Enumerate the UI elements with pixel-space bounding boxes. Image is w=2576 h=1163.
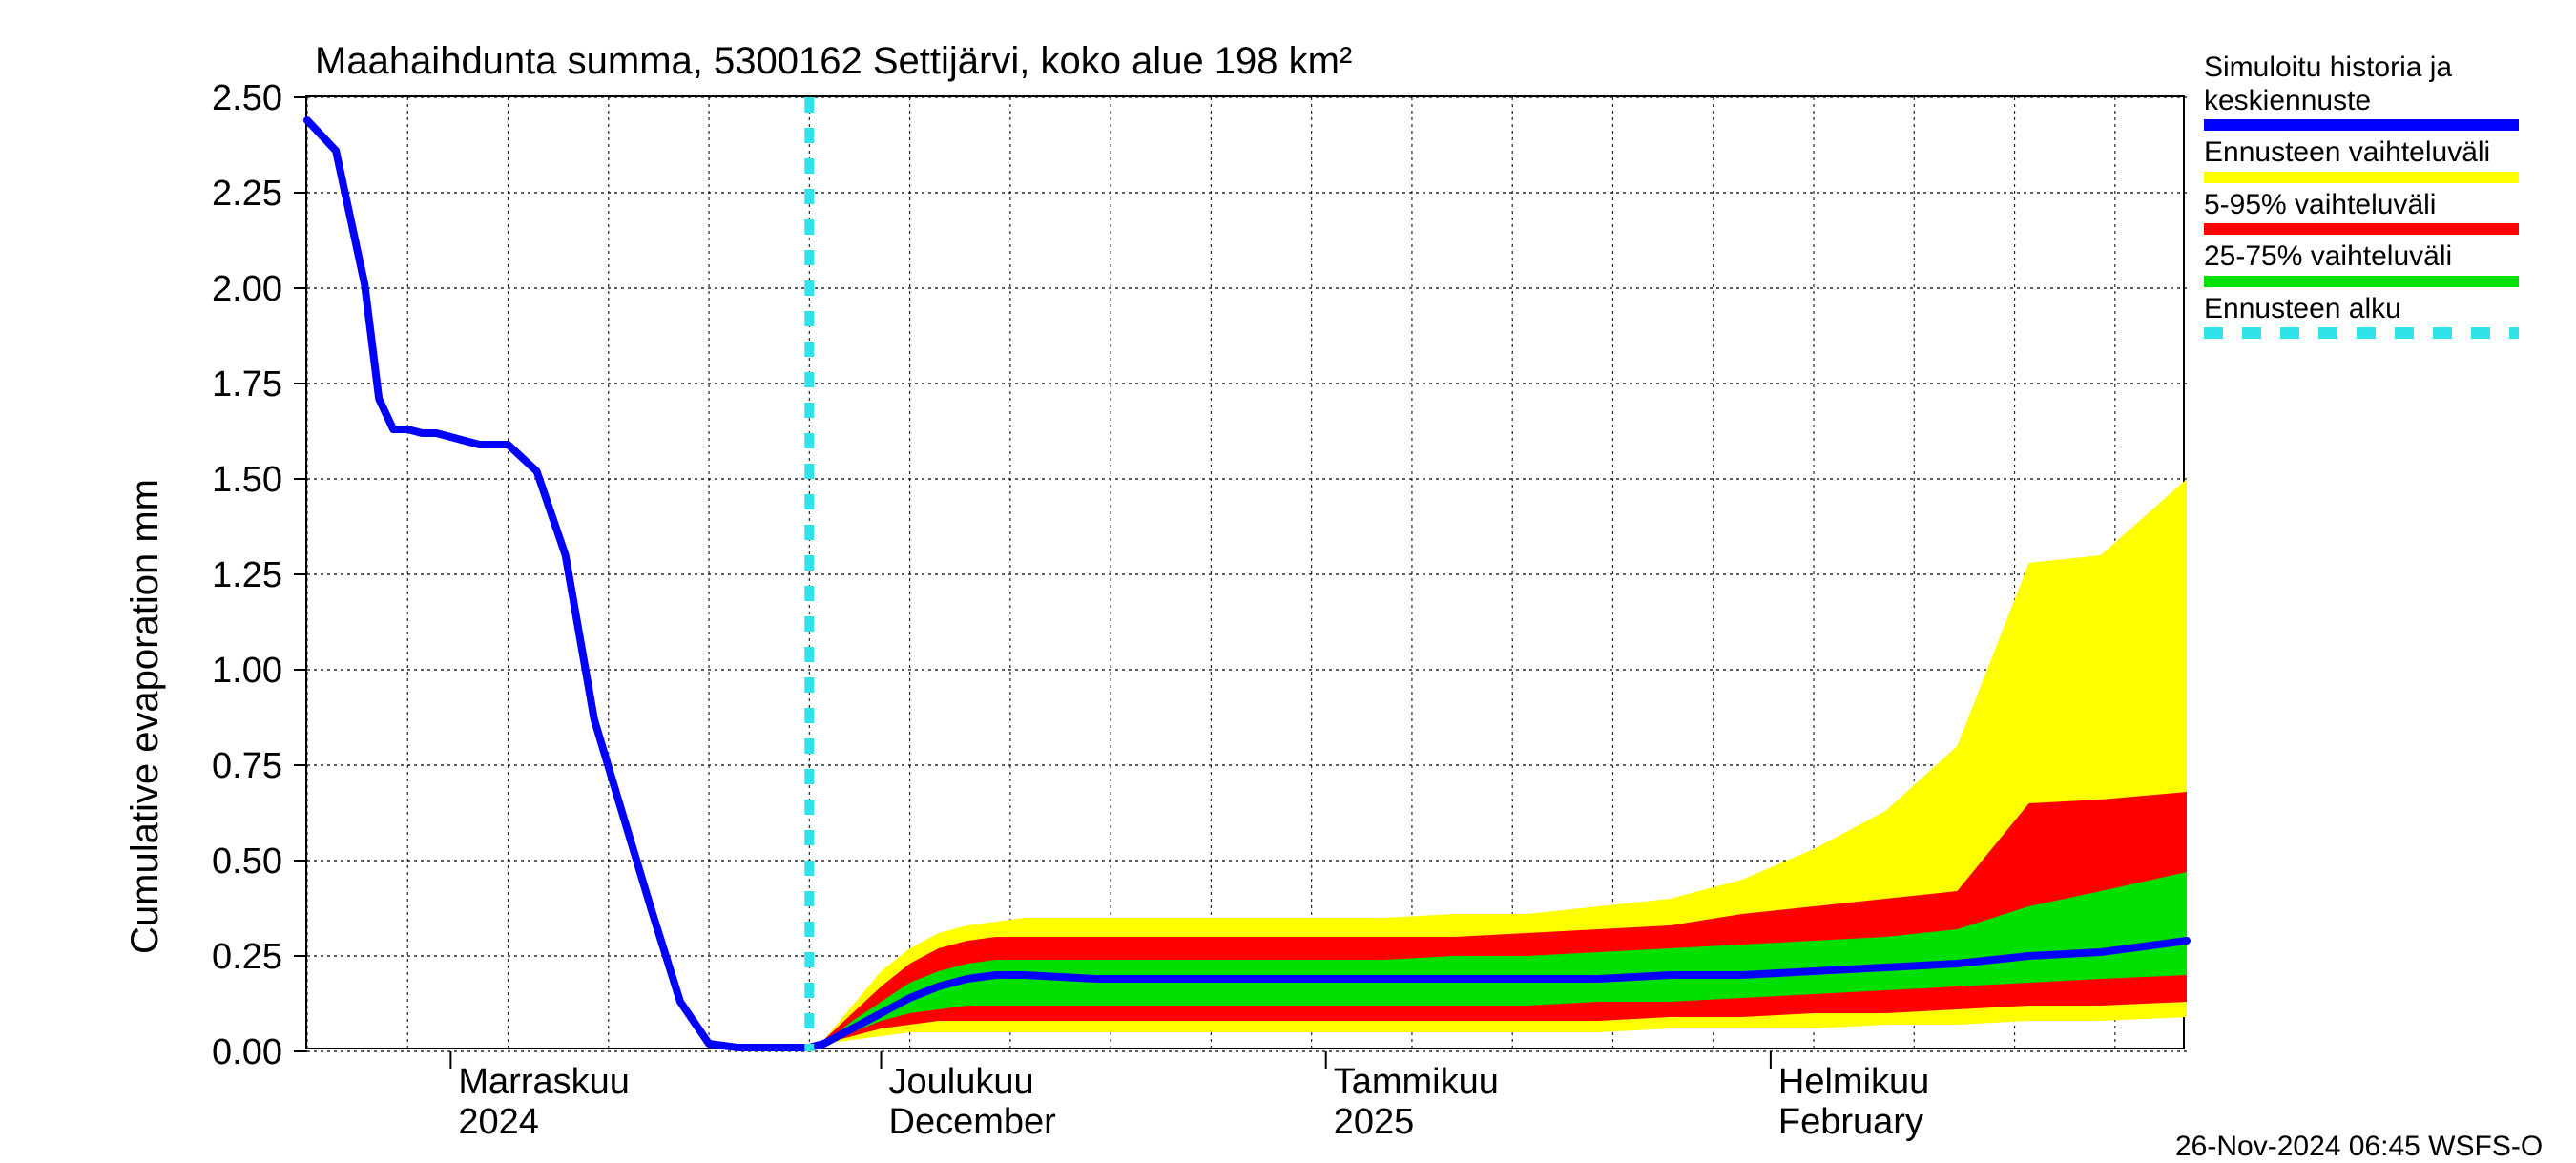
- plot-svg: 0.000.250.500.751.001.251.501.752.002.25…: [307, 97, 2187, 1051]
- legend-label: Ennusteen vaihteluväli: [2204, 136, 2519, 170]
- chart-title: Maahaihdunta summa, 5300162 Settijärvi, …: [315, 40, 1352, 83]
- y-tick-label: 1.50: [212, 460, 282, 500]
- y-tick-label: 1.00: [212, 651, 282, 691]
- y-tick-label: 0.75: [212, 746, 282, 786]
- y-tick-label: 2.00: [212, 269, 282, 309]
- x-month-sublabel: 2025: [1334, 1102, 1415, 1142]
- legend-label: Ennusteen alku: [2204, 293, 2519, 326]
- x-month-sublabel: 2024: [458, 1102, 539, 1142]
- legend-item: 5-95% vaihteluväli: [2204, 189, 2519, 236]
- chart-footer: 26-Nov-2024 06:45 WSFS-O: [2175, 1131, 2543, 1163]
- x-month-sublabel: February: [1778, 1102, 1923, 1142]
- y-axis: 0.00 0.25 0.50 0.75 1.00 1.25 1.50 1.75 2.00 2.25…: [212, 78, 307, 1072]
- y-axis-label: Cumulative evaporation mm: [124, 479, 167, 954]
- chart-root: Maahaihdunta summa, 5300162 Settijärvi, …: [0, 0, 2576, 1145]
- x-axis: Marraskuu2024 JoulukuuDecember Tammikuu202…: [450, 1051, 1929, 1142]
- x-month-sublabel: December: [889, 1102, 1057, 1142]
- legend-item: 25-75% vaihteluväli: [2204, 240, 2519, 287]
- legend-label: 25-75% vaihteluväli: [2204, 240, 2519, 274]
- x-month-label: Tammikuu: [1334, 1062, 1499, 1102]
- y-tick-label: 0.00: [212, 1032, 282, 1072]
- x-month-label: Marraskuu: [458, 1062, 630, 1102]
- plot-area: 0.000.250.500.751.001.251.501.752.002.25…: [305, 95, 2185, 1049]
- legend-item: Ennusteen vaihteluväli: [2204, 136, 2519, 183]
- legend-swatch: [2204, 327, 2519, 339]
- legend-label: 5-95% vaihteluväli: [2204, 189, 2519, 222]
- legend-swatch: [2204, 172, 2519, 183]
- legend-item: Simuloitu historia jakeskiennuste: [2204, 52, 2519, 131]
- legend: Simuloitu historia jakeskiennuste Ennuste…: [2204, 52, 2519, 344]
- legend-swatch: [2204, 223, 2519, 235]
- x-month-label: Helmikuu: [1778, 1062, 1929, 1102]
- y-tick-label: 2.25: [212, 174, 282, 214]
- legend-item: Ennusteen alku: [2204, 293, 2519, 340]
- legend-swatch: [2204, 119, 2519, 131]
- legend-swatch: [2204, 276, 2519, 287]
- y-tick-label: 0.50: [212, 841, 282, 882]
- x-month-label: Joulukuu: [889, 1062, 1034, 1102]
- y-tick-label: 1.25: [212, 555, 282, 595]
- y-tick-label: 1.75: [212, 364, 282, 405]
- y-tick-label: 0.25: [212, 937, 282, 977]
- y-tick-label: 2.50: [212, 78, 282, 118]
- legend-label: Simuloitu historia jakeskiennuste: [2204, 52, 2519, 117]
